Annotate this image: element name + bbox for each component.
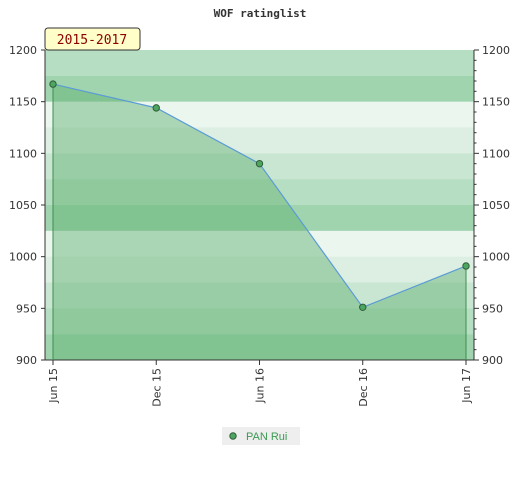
y-tick-label-right: 1100 [482,147,510,160]
y-tick-label-right: 1050 [482,199,510,212]
series-marks [49,80,470,360]
x-tick-label: Jun 15 [47,368,60,404]
background-band [45,230,474,257]
y-tick-label-right: 950 [482,302,503,315]
data-point[interactable] [49,80,57,88]
legend-marker [229,432,237,440]
data-point[interactable] [359,303,367,311]
y-tick-label-left: 900 [16,354,37,367]
background-band [45,127,474,154]
legend-label-pan-rui: PAN Rui [246,431,287,443]
background-band [45,75,474,102]
y-tick-label-right: 1200 [482,44,510,57]
y-tick-label-left: 1050 [9,199,37,212]
data-point[interactable] [152,104,160,112]
date-range-badge: 2015-2017 [44,27,141,51]
background-band [45,308,474,335]
background-band [45,179,474,205]
y-tick-label-left: 1000 [9,251,37,264]
background-band [45,256,474,283]
badge-box [44,27,141,51]
y-tick-label-left: 1150 [9,96,37,109]
background-band [45,205,474,231]
legend-box [222,427,300,445]
background-band [45,334,474,360]
series-area [53,84,466,360]
background-band [45,101,474,128]
y-tick-label-right: 1150 [482,96,510,109]
background-band [45,50,474,76]
data-point[interactable] [255,159,264,168]
x-tick-label: Jun 16 [254,368,267,404]
area-layer [53,84,466,360]
y-tick-label-right: 900 [482,354,503,367]
background-band [45,282,474,309]
y-tick-label-left: 950 [16,302,37,315]
badge-label: 2015-2017 [57,33,127,48]
data-point[interactable] [462,262,470,270]
background-bands [45,50,474,360]
legend[interactable]: PAN Rui [222,427,300,445]
x-tick-label: Dec 16 [357,368,370,407]
x-tick-label: Jun 17 [460,368,473,404]
y-tick-label-left: 1200 [9,44,37,57]
y-tick-label-left: 1100 [9,147,37,160]
y-tick-label-right: 1000 [482,251,510,264]
x-tick-label: Dec 15 [150,368,163,407]
chart-title: WOF ratinglist [214,7,307,20]
axes: 900 950 1000 1050 1100 1150 1200 900 950 1000 1050… [9,44,510,407]
